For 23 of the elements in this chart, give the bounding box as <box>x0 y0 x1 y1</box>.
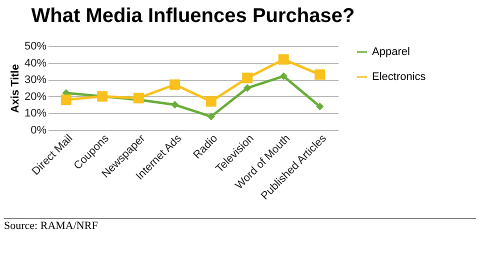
y-tick-label: 20% <box>24 90 47 103</box>
legend-label: Apparel <box>372 46 410 58</box>
y-tick-label: 10% <box>24 108 47 120</box>
point <box>60 94 72 106</box>
source-note: Source: RAMA/NRF <box>4 218 476 232</box>
y-axis-title: Axis Title <box>9 64 22 113</box>
legend-label: Electronics <box>372 71 426 83</box>
point <box>314 69 326 80</box>
point <box>280 72 288 80</box>
y-tick-label: 30% <box>24 74 47 86</box>
point <box>206 96 216 107</box>
y-tick-label: 40% <box>24 57 47 70</box>
point <box>207 112 215 120</box>
point <box>170 79 180 90</box>
point <box>133 92 144 104</box>
point <box>316 102 324 110</box>
point <box>278 54 289 65</box>
y-tick-label: 0% <box>30 124 47 136</box>
y-tick-label: 50% <box>24 40 47 52</box>
point <box>244 84 252 92</box>
chart-title: What Media Influences Purchase? <box>31 5 355 27</box>
point <box>171 100 179 109</box>
point <box>242 72 253 84</box>
